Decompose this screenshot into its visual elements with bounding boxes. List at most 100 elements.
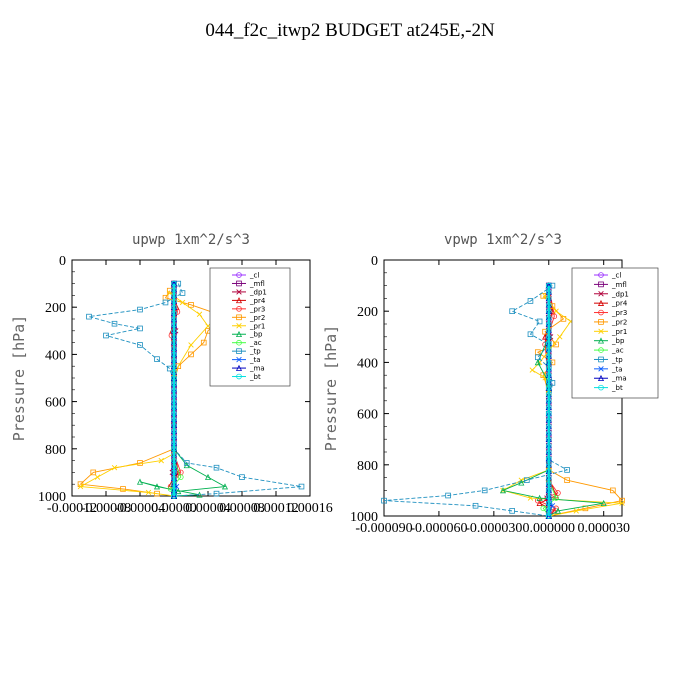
y-tick-label: 800 — [45, 443, 66, 458]
legend-marker — [598, 328, 604, 335]
series-line — [383, 285, 569, 517]
data-point — [545, 449, 552, 455]
y-tick-label: 400 — [45, 348, 66, 363]
legend-marker — [236, 289, 242, 295]
legend-label: _pr2 — [611, 318, 627, 326]
data-point — [239, 474, 245, 480]
legend-label: _bp — [611, 337, 625, 345]
data-point — [171, 398, 177, 405]
series-bt — [171, 280, 177, 499]
legend: _cl_mfl_dp1_pr4_pr3_pr2_pr1_bp_ac_tp_ta_… — [209, 267, 291, 387]
data-point — [545, 397, 552, 404]
legend-label: _ma — [611, 375, 627, 383]
data-point — [171, 428, 177, 434]
data-point — [103, 332, 109, 339]
legend-label: _dp1 — [611, 290, 629, 298]
data-point — [171, 404, 177, 411]
x-tick-label: -0.000030 — [465, 521, 522, 536]
data-point — [171, 322, 177, 328]
data-point — [545, 391, 552, 398]
data-point — [573, 508, 579, 514]
data-point — [154, 356, 160, 362]
legend-box — [571, 267, 659, 399]
data-point — [545, 493, 552, 500]
legend: _cl_mfl_dp1_pr4_pr3_pr2_pr1_bp_ac_tp_ta_… — [571, 267, 659, 399]
legend-marker — [598, 366, 604, 372]
legend-marker — [597, 299, 605, 306]
series-bt — [545, 282, 552, 519]
data-point — [545, 372, 552, 379]
data-point — [540, 505, 547, 512]
data-point — [564, 467, 570, 473]
legend-label: _ac — [249, 339, 262, 347]
x-tick-label: -0.000060 — [410, 521, 467, 536]
data-point — [120, 486, 126, 492]
data-point — [545, 295, 552, 302]
legend-marker — [598, 347, 604, 353]
legend-label: _bp — [249, 331, 263, 339]
data-point — [171, 386, 177, 393]
x-tick-label: 0.00008 — [219, 501, 265, 516]
legend-marker — [598, 309, 604, 316]
data-point — [509, 508, 515, 514]
x-tick-label: -0.00012 — [47, 501, 97, 516]
data-point — [545, 410, 552, 417]
legend-marker — [598, 281, 604, 288]
legend-label: _bt — [249, 373, 261, 381]
data-point — [171, 345, 177, 352]
data-point — [553, 495, 559, 501]
data-point — [171, 357, 177, 364]
data-point — [188, 302, 194, 308]
data-point — [171, 392, 177, 399]
legend-marker — [598, 272, 604, 278]
legend-label: _pr2 — [249, 314, 265, 322]
data-point — [158, 457, 164, 464]
data-point — [564, 477, 570, 483]
data-point — [553, 308, 559, 314]
data-point — [600, 499, 607, 506]
data-point — [536, 318, 543, 325]
data-point — [77, 483, 84, 490]
data-point — [545, 327, 552, 334]
legend-label: _pr3 — [249, 305, 265, 313]
legend-marker — [598, 356, 604, 363]
legend-label: _cl — [249, 272, 259, 280]
data-point — [171, 457, 177, 464]
legend-label: _ta — [249, 356, 261, 364]
data-point — [205, 323, 211, 329]
y-tick-label: 0 — [59, 254, 66, 269]
data-point — [171, 304, 177, 311]
data-point — [171, 463, 177, 470]
data-point — [545, 429, 552, 436]
y-axis-label: Pressure [hPa] — [10, 315, 28, 441]
data-point — [171, 316, 177, 322]
data-point — [549, 303, 556, 309]
data-point — [221, 483, 229, 490]
data-point — [171, 333, 177, 340]
data-point — [171, 434, 177, 440]
data-point — [179, 290, 186, 296]
data-point — [90, 469, 97, 476]
data-point — [94, 474, 101, 480]
data-point — [545, 333, 552, 340]
data-point — [534, 359, 541, 366]
legend-marker — [597, 337, 605, 344]
data-point — [545, 340, 552, 347]
legend-label: _bt — [611, 384, 623, 392]
data-point — [527, 298, 534, 304]
data-point — [545, 474, 552, 481]
data-point — [545, 385, 552, 391]
data-point — [381, 497, 387, 504]
series-line — [79, 290, 226, 495]
data-point — [213, 490, 220, 497]
data-point — [554, 507, 561, 514]
data-point — [445, 492, 451, 499]
data-point — [553, 505, 559, 512]
chart-title: vpwp 1xm^2/s^3 — [444, 232, 562, 248]
y-tick-label: 800 — [357, 459, 378, 474]
legend-label: _pr3 — [611, 309, 627, 317]
legend-marker — [235, 330, 243, 338]
data-point — [137, 306, 143, 313]
data-point — [171, 363, 177, 370]
legend-marker — [236, 306, 242, 312]
